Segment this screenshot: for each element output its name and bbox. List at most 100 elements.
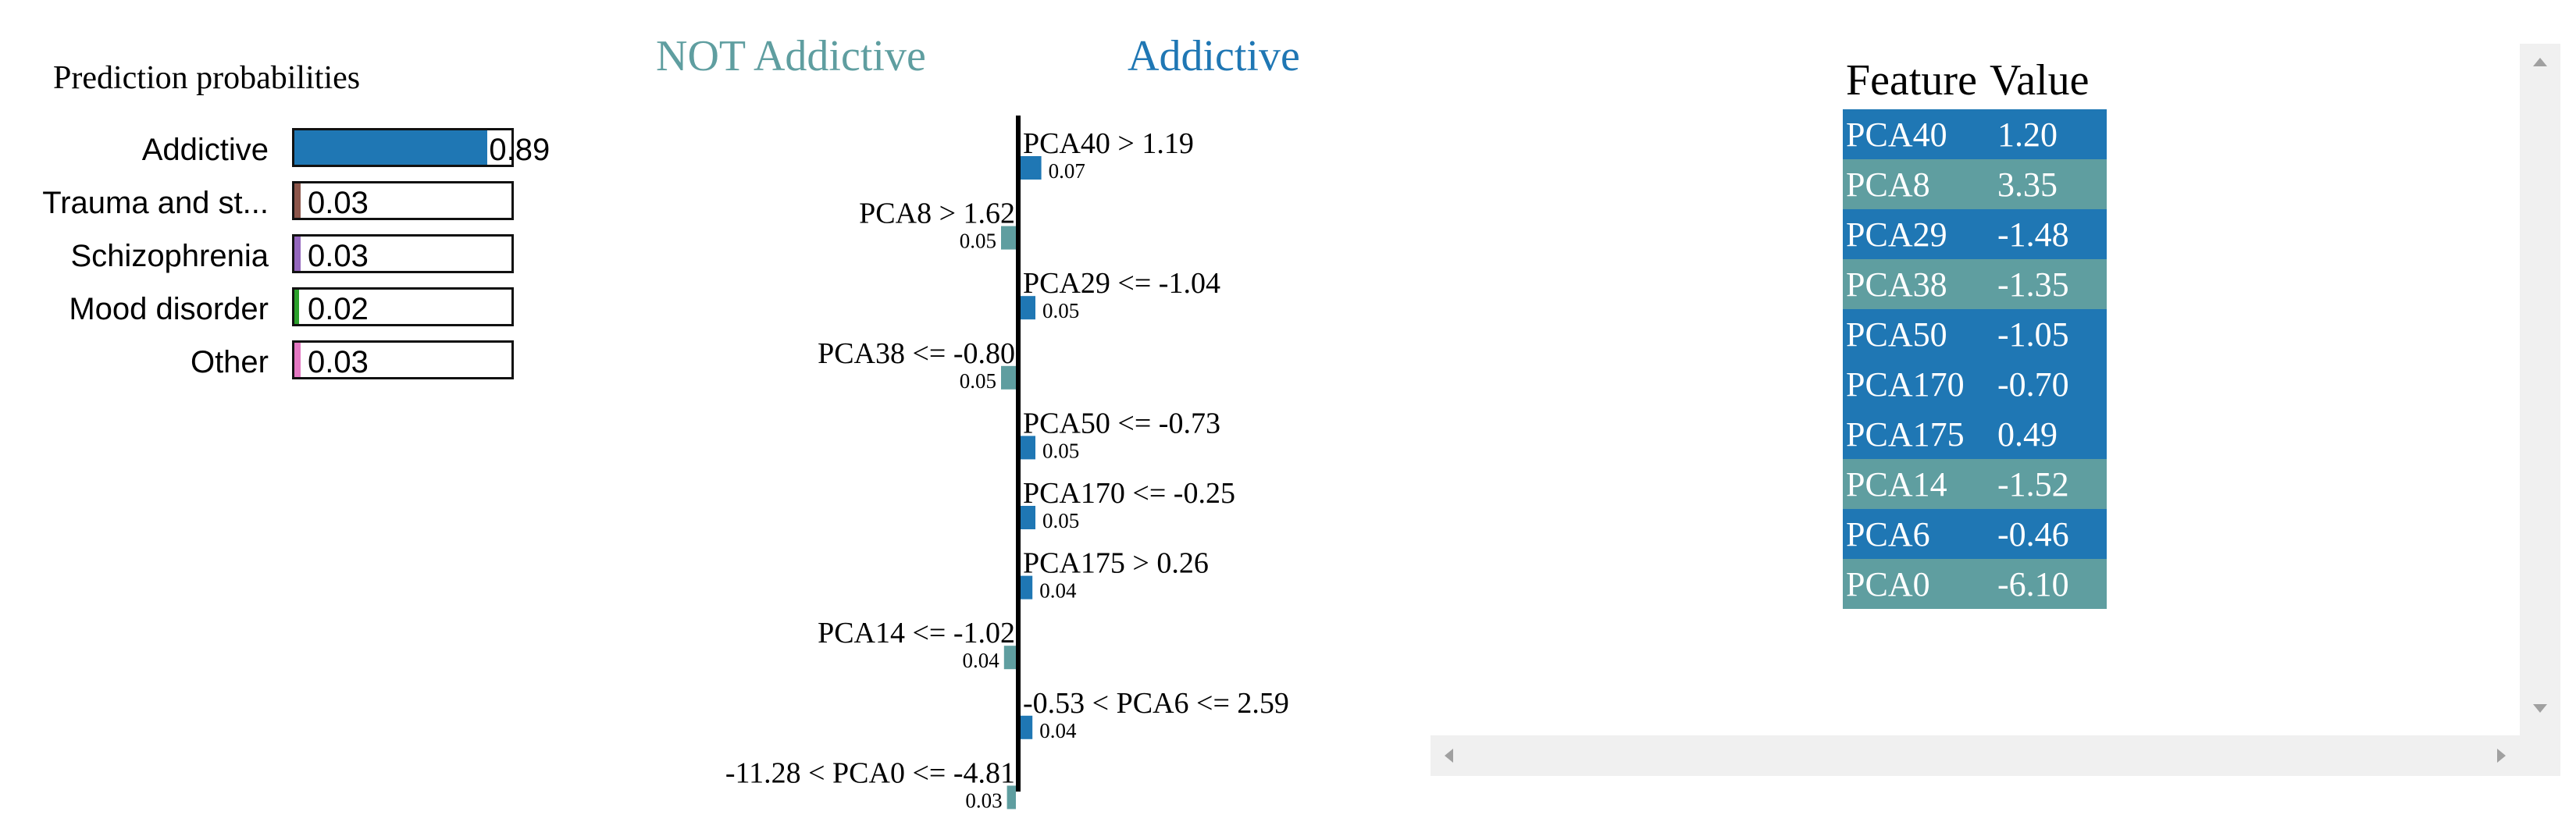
feature-condition-label: PCA175 > 0.26 bbox=[1023, 547, 1209, 580]
feature-name-cell: PCA0 bbox=[1846, 564, 1930, 603]
feature-row: PCA38 -1.35 bbox=[1843, 259, 2107, 309]
contribution-value-label: 0.05 bbox=[960, 230, 996, 253]
probability-class-label: Other bbox=[190, 345, 269, 379]
probability-class-label: Schizophrenia bbox=[70, 239, 269, 273]
contribution-bar bbox=[1001, 226, 1016, 250]
contribution-value-label: 0.03 bbox=[965, 788, 1002, 811]
probability-class-label: Trauma and st... bbox=[42, 186, 269, 220]
feature-name-cell: PCA38 bbox=[1846, 265, 1947, 304]
feature-value-cell: -1.05 bbox=[1997, 315, 2069, 354]
probability-value: 0.02 bbox=[308, 292, 369, 326]
probability-bar bbox=[294, 130, 488, 165]
feature-name-cell: PCA170 bbox=[1846, 365, 1965, 404]
vertical-scrollbar[interactable] bbox=[2520, 44, 2560, 776]
probability-row: Addictive 0.89 bbox=[0, 128, 593, 172]
prediction-probabilities-title: Prediction probabilities bbox=[53, 60, 361, 96]
feature-value-cell: -0.46 bbox=[1997, 514, 2069, 553]
contribution-bar bbox=[1021, 156, 1042, 180]
feature-name-cell: PCA29 bbox=[1846, 215, 1947, 254]
probability-bar bbox=[294, 290, 299, 324]
feature-name-cell: PCA175 bbox=[1846, 415, 1965, 454]
feature-value-cell: 1.20 bbox=[1997, 115, 2058, 154]
feature-row: PCA6 -0.46 bbox=[1843, 509, 2107, 559]
probability-row: Other 0.03 bbox=[0, 340, 593, 384]
feature-condition-label: PCA38 <= -0.80 bbox=[818, 337, 1015, 370]
feature-name-cell: PCA50 bbox=[1846, 315, 1947, 354]
feature-name-cell: PCA14 bbox=[1846, 464, 1947, 504]
feature-value-table: Feature Value PCA40 1.20 PCA8 3.35 PCA29 -1.4… bbox=[1843, 52, 2107, 609]
feature-name-cell: PCA40 bbox=[1846, 115, 1947, 154]
feature-row: PCA14 -1.52 bbox=[1843, 459, 2107, 509]
scroll-up-arrow-icon[interactable] bbox=[2533, 58, 2547, 66]
probability-class-label: Addictive bbox=[141, 133, 269, 167]
feature-value-cell: -1.52 bbox=[1997, 464, 2069, 504]
probability-value: 0.03 bbox=[308, 345, 369, 379]
feature-row: PCA50 -1.05 bbox=[1843, 309, 2107, 359]
feature-condition-label: PCA170 <= -0.25 bbox=[1023, 477, 1235, 510]
contribution-value-label: 0.07 bbox=[1049, 159, 1085, 183]
probability-bar-frame bbox=[292, 181, 514, 220]
scroll-right-arrow-icon[interactable] bbox=[2497, 749, 2506, 763]
contribution-value-label: 0.04 bbox=[1039, 579, 1077, 603]
contribution-bar bbox=[1001, 365, 1016, 390]
horizontal-scrollbar[interactable] bbox=[1431, 735, 2520, 776]
feature-value-cell: -1.48 bbox=[1997, 215, 2069, 254]
contribution-bar bbox=[1021, 715, 1033, 739]
feature-condition-label: PCA50 <= -0.73 bbox=[1023, 407, 1220, 440]
contribution-bar bbox=[1007, 785, 1016, 810]
probability-value: 0.03 bbox=[308, 186, 369, 220]
probability-bar bbox=[294, 343, 301, 377]
feature-condition-label: PCA29 <= -1.04 bbox=[1023, 267, 1220, 300]
feature-name-cell: PCA6 bbox=[1846, 514, 1930, 553]
contribution-value-label: 0.05 bbox=[1042, 299, 1079, 322]
addictive-header: Addictive bbox=[1128, 32, 1300, 80]
feature-condition-label: -0.53 < PCA6 <= 2.59 bbox=[1023, 687, 1289, 720]
feature-row: PCA8 3.35 bbox=[1843, 159, 2107, 209]
probability-class-label: Mood disorder bbox=[69, 292, 269, 326]
feature-value-panel[interactable]: Feature Value PCA40 1.20 PCA8 3.35 PCA29 -1.4… bbox=[1431, 44, 2560, 776]
value-column-header: Value bbox=[1990, 56, 2090, 105]
contribution-value-label: 0.05 bbox=[1042, 509, 1079, 532]
probability-bar-frame bbox=[292, 234, 514, 273]
prediction-probabilities-panel: Prediction probabilities Addictive 0.89 Tr… bbox=[0, 0, 593, 437]
probability-bar bbox=[294, 237, 301, 271]
contribution-bar bbox=[1021, 296, 1035, 320]
probability-bar bbox=[294, 183, 301, 218]
feature-row: PCA0 -6.10 bbox=[1843, 559, 2107, 609]
probability-bar-frame bbox=[292, 287, 514, 326]
contribution-value-label: 0.05 bbox=[1042, 439, 1079, 462]
contribution-value-label: 0.04 bbox=[1039, 719, 1077, 742]
feature-value-cell: -1.35 bbox=[1997, 265, 2069, 304]
feature-row: PCA175 0.49 bbox=[1843, 409, 2107, 459]
contribution-bar bbox=[1003, 646, 1016, 670]
probability-row: Schizophrenia 0.03 bbox=[0, 234, 593, 278]
probability-bar-frame bbox=[292, 128, 514, 167]
feature-row: PCA170 -0.70 bbox=[1843, 359, 2107, 409]
feature-row: PCA29 -1.48 bbox=[1843, 209, 2107, 259]
contribution-bar bbox=[1021, 436, 1035, 460]
feature-value-cell: 0.49 bbox=[1997, 415, 2058, 454]
feature-condition-label: PCA8 > 1.62 bbox=[859, 198, 1015, 230]
probability-value: 0.03 bbox=[308, 239, 369, 273]
feature-value-cell: -6.10 bbox=[1997, 564, 2069, 603]
contribution-value-label: 0.05 bbox=[960, 369, 996, 393]
probability-bar-frame bbox=[292, 340, 514, 379]
scroll-down-arrow-icon[interactable] bbox=[2533, 704, 2547, 713]
feature-column-header: Feature bbox=[1846, 56, 1977, 105]
not-addictive-header: NOT Addictive bbox=[656, 32, 926, 80]
contribution-bar bbox=[1021, 575, 1033, 600]
probability-value: 0.89 bbox=[489, 133, 550, 167]
feature-condition-label: PCA40 > 1.19 bbox=[1023, 127, 1194, 160]
explanation-chart-panel: NOT Addictive Addictive PCA40 > 1.19 0.07 PC… bbox=[640, 16, 1343, 812]
feature-row: PCA40 1.20 bbox=[1843, 109, 2107, 159]
probability-row: Trauma and st... 0.03 bbox=[0, 181, 593, 225]
feature-name-cell: PCA8 bbox=[1846, 165, 1930, 204]
contribution-value-label: 0.04 bbox=[963, 649, 1000, 672]
feature-condition-label: -11.28 < PCA0 <= -4.81 bbox=[725, 756, 1015, 789]
contribution-bar bbox=[1021, 506, 1035, 529]
probability-row: Mood disorder 0.02 bbox=[0, 287, 593, 331]
scroll-left-arrow-icon[interactable] bbox=[1445, 749, 1453, 763]
feature-table-body: PCA40 1.20 PCA8 3.35 PCA29 -1.48 PCA38 -1.35 PCA… bbox=[1843, 109, 2107, 609]
feature-value-cell: 3.35 bbox=[1997, 165, 2058, 204]
explanation-chart: NOT Addictive Addictive PCA40 > 1.190.07 PC… bbox=[656, 32, 1300, 812]
